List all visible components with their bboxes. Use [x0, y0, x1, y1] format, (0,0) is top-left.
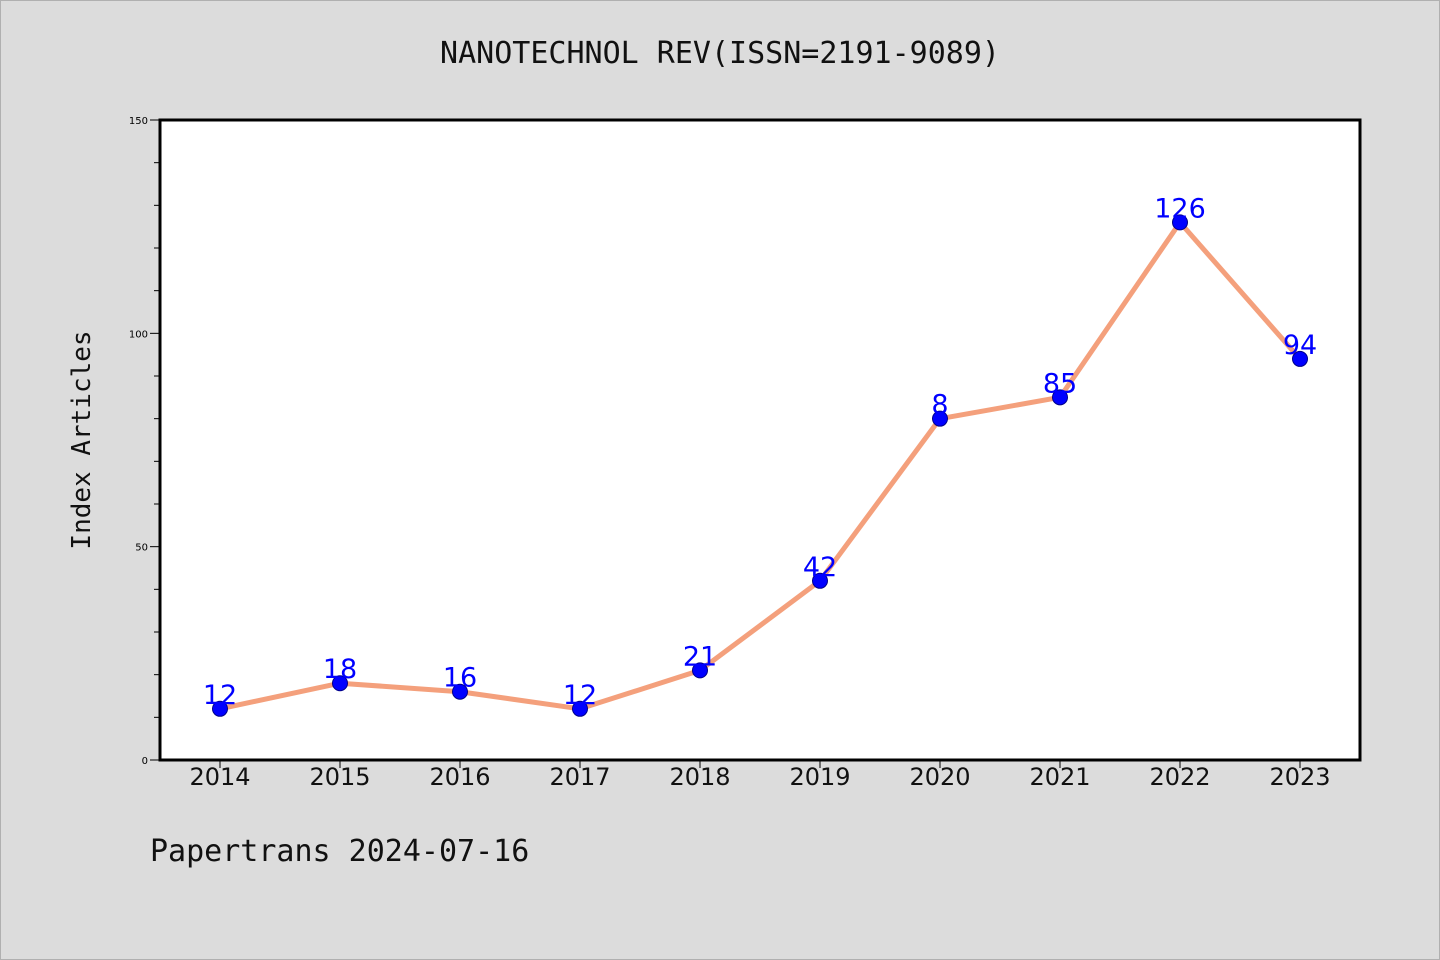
y-axis: 0 50 100 150 — [129, 116, 160, 767]
y-axis-label: Index Articles — [67, 330, 97, 549]
x-tick-label: 2022 — [1149, 763, 1210, 791]
y-tick-label: 0 — [142, 756, 148, 767]
x-tick-label: 2019 — [789, 763, 850, 791]
x-axis: 2014 2015 2016 2017 2018 2019 2020 2021 2022 2023 — [189, 760, 1331, 791]
chart-title: NANOTECHNOL REV(ISSN=2191-9089) — [440, 36, 1000, 71]
data-label: 8 — [931, 390, 948, 421]
data-label: 18 — [323, 654, 357, 685]
y-tick-label: 100 — [129, 329, 148, 340]
x-tick-label: 2018 — [669, 763, 730, 791]
x-tick-label: 2020 — [909, 763, 970, 791]
y-tick-label: 50 — [135, 543, 148, 554]
data-point-marker — [692, 662, 708, 679]
data-label: 12 — [203, 680, 237, 711]
data-label: 94 — [1283, 330, 1317, 361]
x-tick-label: 2014 — [189, 763, 250, 791]
data-point-marker — [332, 675, 348, 692]
data-point-marker — [1292, 350, 1308, 367]
series-line — [217, 219, 1303, 712]
data-point-marker — [572, 700, 588, 717]
x-tick-label: 2016 — [429, 763, 490, 791]
data-point-marker — [452, 683, 468, 700]
y-tick-label: 150 — [129, 116, 148, 127]
data-point-marker — [1052, 389, 1068, 406]
data-point-marker — [932, 410, 948, 427]
data-point-marker — [1172, 214, 1188, 231]
x-tick-label: 2021 — [1029, 763, 1090, 791]
data-label: 126 — [1154, 193, 1206, 224]
footer-note: Papertrans 2024-07-16 — [150, 834, 530, 869]
data-point-marker — [812, 572, 828, 589]
data-label: 12 — [563, 680, 597, 711]
data-label: 21 — [683, 641, 717, 672]
data-point-marker — [212, 700, 228, 717]
x-tick-label: 2015 — [309, 763, 370, 791]
series-line-group: 12 18 16 12 21 42 8 85 126 94 — [203, 193, 1317, 717]
x-tick-label: 2017 — [549, 763, 610, 791]
data-label: 42 — [803, 552, 837, 583]
data-label: 16 — [443, 663, 477, 694]
x-tick-label: 2023 — [1269, 763, 1330, 791]
data-label: 85 — [1043, 368, 1077, 399]
plot-area — [158, 118, 1362, 762]
